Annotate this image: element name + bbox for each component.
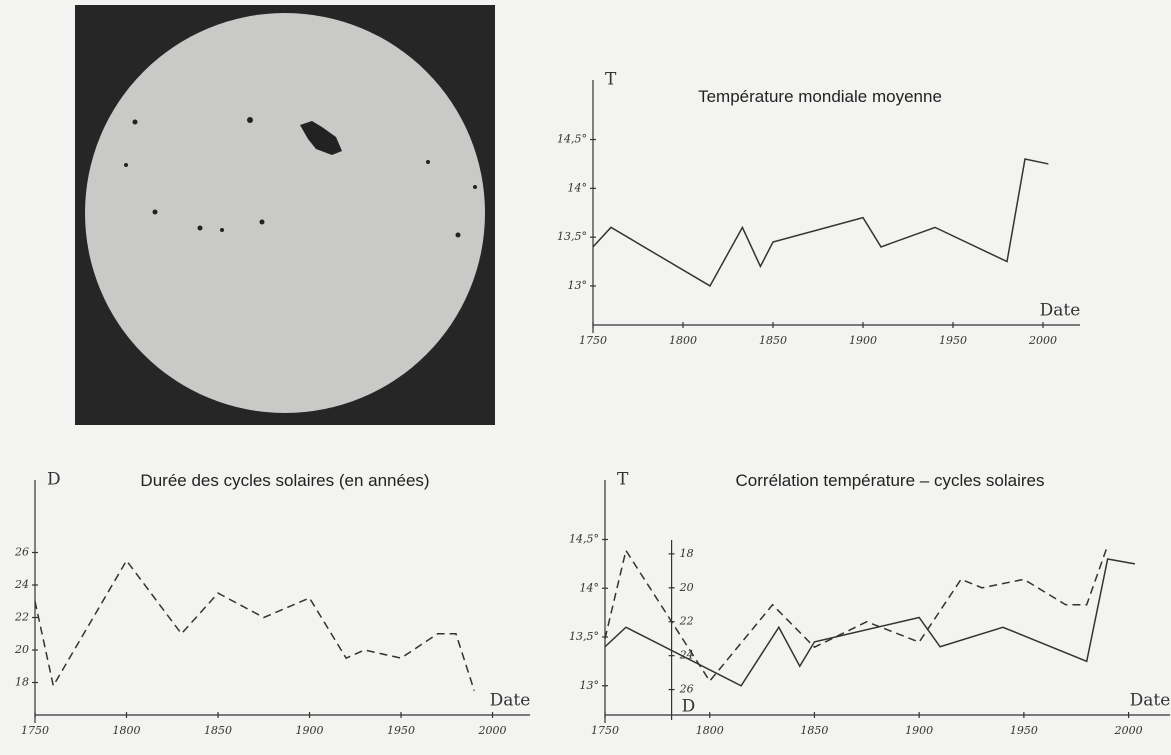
data-line xyxy=(593,159,1048,286)
x-tick-label: 2000 xyxy=(478,724,507,737)
y-tick-label: 13° xyxy=(568,279,588,292)
x-axis-label: Date xyxy=(1040,301,1081,321)
y-tick-label: 14° xyxy=(568,181,588,194)
x-tick-label: 1950 xyxy=(1010,724,1038,737)
chart-title: Corrélation température – cycles solaire… xyxy=(640,470,1140,492)
y2-tick-label: 22 xyxy=(679,615,694,628)
y2-tick-label: 26 xyxy=(679,683,694,696)
y-axis-label: T xyxy=(617,470,629,490)
x-tick-label: 1950 xyxy=(939,334,967,347)
y2-tick-label: 20 xyxy=(679,581,694,594)
x-tick-label: 1950 xyxy=(387,724,415,737)
x-tick-label: 1800 xyxy=(696,724,724,737)
x-tick-label: 1750 xyxy=(591,724,619,737)
y-axis-label: D xyxy=(47,470,61,490)
x-tick-label: 1750 xyxy=(21,724,49,737)
x-tick-label: 1900 xyxy=(849,334,877,347)
x-axis-label: Date xyxy=(490,691,531,711)
y-tick-label: 20 xyxy=(14,643,29,656)
y-tick-label: 18 xyxy=(15,676,29,689)
y-tick-label: 13,5° xyxy=(569,630,599,643)
y-tick-label: 24 xyxy=(14,578,29,591)
y2-axis-label: D xyxy=(682,697,696,717)
chart-title: Durée des cycles solaires (en années) xyxy=(130,470,440,492)
y-tick-label: 14,5° xyxy=(569,533,599,546)
y-tick-label: 22 xyxy=(14,611,29,624)
y-tick-label: 14° xyxy=(580,581,600,594)
page: Date T 1750 1800 1850 1900 1950 2000 13° 13,5° 14°… xyxy=(0,0,1171,755)
x-axis-label: Date xyxy=(1130,691,1171,711)
y-tick-label: 13° xyxy=(580,679,600,692)
y-tick-label: 13,5° xyxy=(557,230,587,243)
x-tick-label: 1800 xyxy=(669,334,697,347)
x-tick-label: 1850 xyxy=(759,334,787,347)
x-tick-label: 2000 xyxy=(1114,724,1143,737)
x-tick-label: 1850 xyxy=(800,724,828,737)
y-tick-label: 26 xyxy=(14,546,29,559)
x-tick-label: 1900 xyxy=(296,724,324,737)
y2-tick-label: 18 xyxy=(680,547,694,560)
data-line xyxy=(35,561,474,691)
x-tick-label: 2000 xyxy=(1028,334,1057,347)
chart-title: Température mondiale moyenne xyxy=(590,86,1050,108)
x-tick-label: 1750 xyxy=(579,334,607,347)
y-tick-label: 14,5° xyxy=(557,133,587,146)
sun-photo xyxy=(75,5,495,425)
x-tick-label: 1900 xyxy=(905,724,933,737)
x-tick-label: 1800 xyxy=(113,724,141,737)
x-tick-label: 1850 xyxy=(204,724,232,737)
charts: Date T 1750 1800 1850 1900 1950 2000 13° 13,5° 14°… xyxy=(0,0,1171,755)
